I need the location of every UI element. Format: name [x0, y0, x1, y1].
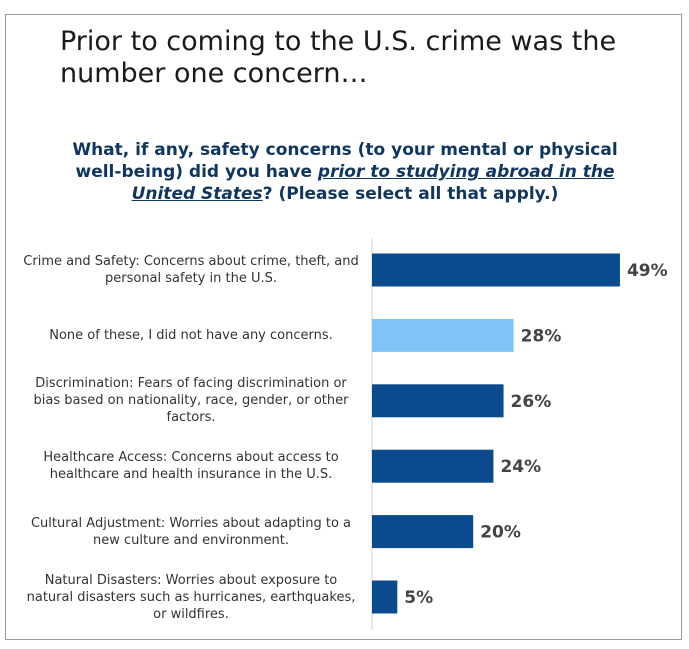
- category-label: None of these, I did not have any concer…: [49, 327, 333, 343]
- frame: [5, 14, 682, 640]
- bar: [372, 449, 494, 483]
- category-label: Cultural Adjustment: Worries about adapt…: [30, 515, 352, 548]
- bar: [372, 384, 504, 418]
- category-label: Discrimination: Fears of facing discrimi…: [33, 376, 349, 426]
- category-label: Natural Disasters: Worries about exposur…: [26, 572, 356, 622]
- bar: [372, 253, 620, 287]
- subtitle-part: What, if any, safety concerns (to your m…: [72, 140, 618, 182]
- value-label: 49%: [627, 261, 668, 281]
- bar: [372, 515, 474, 549]
- value-label: 24%: [500, 457, 541, 477]
- category-label: Healthcare Access: Concerns about access…: [43, 450, 339, 483]
- bar: [372, 580, 398, 614]
- subtitle-part: ? (Please select all that apply.): [262, 184, 559, 204]
- category-label: Crime and Safety: Concerns about crime, …: [23, 254, 359, 286]
- value-label: 26%: [511, 392, 552, 412]
- subtitle-emphasis: prior to studying abroad in the United S…: [131, 162, 615, 204]
- value-label: 5%: [404, 588, 433, 608]
- chart-subtitle: What, if any, safety concerns (to your m…: [60, 139, 630, 205]
- chart-title: Prior to coming to the U.S. crime was th…: [60, 26, 617, 89]
- value-label: 28%: [521, 326, 562, 346]
- value-label: 20%: [480, 523, 521, 543]
- bar: [372, 318, 514, 352]
